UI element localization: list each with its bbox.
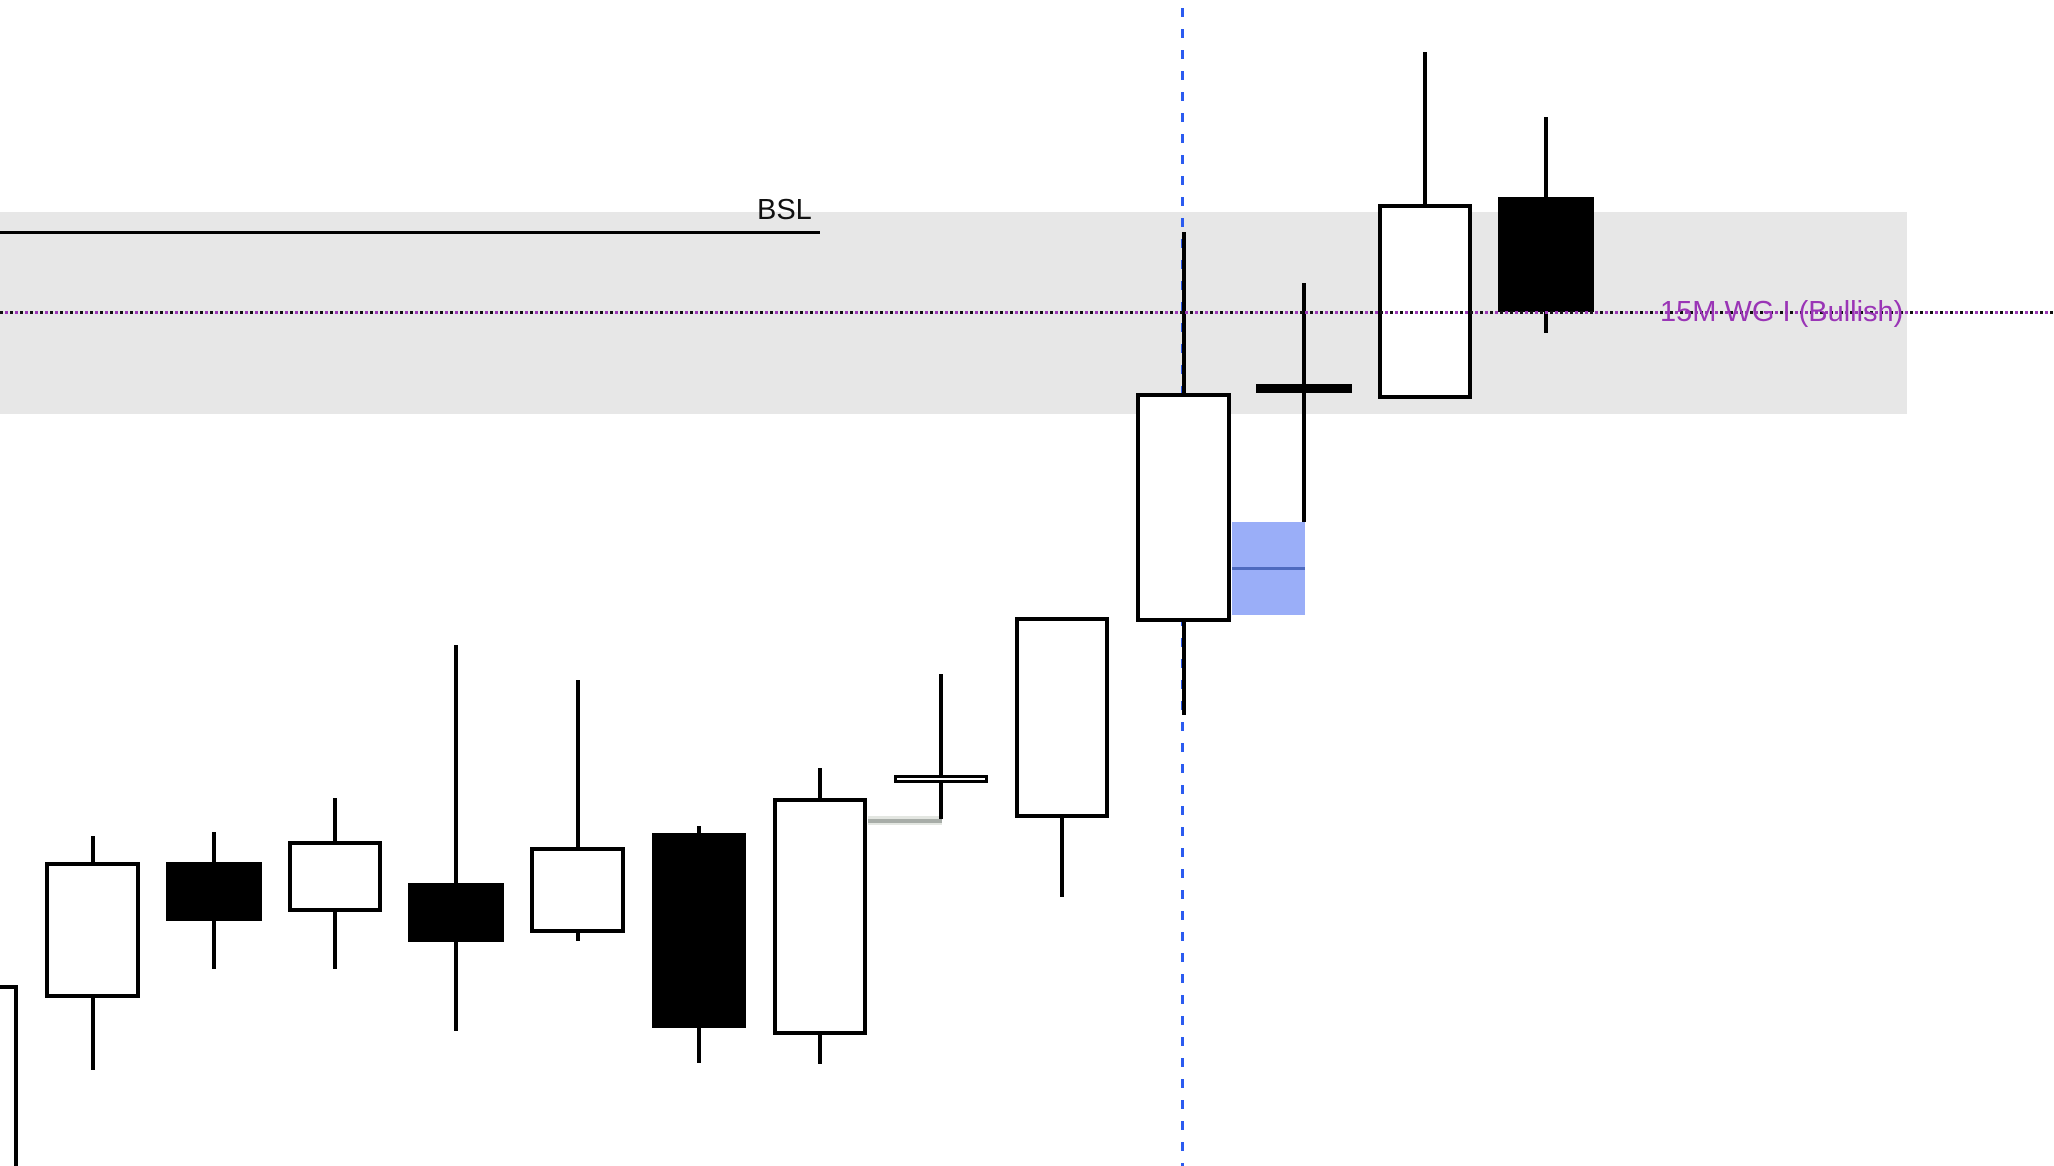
- candle-wick: [333, 798, 337, 841]
- candle-body: [0, 985, 18, 1166]
- equal-low-band-core: [868, 819, 942, 823]
- candle-wick: [454, 942, 458, 1031]
- candle-wick: [1544, 312, 1548, 333]
- equal-low-band[interactable]: [868, 816, 942, 825]
- candle-body: [1015, 617, 1109, 818]
- candle-body: [773, 798, 867, 1035]
- candle-body: [894, 775, 988, 783]
- bsl-label[interactable]: BSL: [757, 194, 812, 226]
- bsl-liquidity-line[interactable]: [0, 231, 820, 234]
- candle-body: [530, 847, 625, 933]
- candle-body: [288, 841, 382, 912]
- candle-wick: [212, 921, 216, 969]
- wg-level-label[interactable]: 15M WG I (Bullish): [1660, 296, 1904, 328]
- candle-wick: [454, 645, 458, 883]
- candle-wick: [91, 836, 95, 862]
- candle-wick: [818, 1035, 822, 1064]
- candle-body: [408, 883, 504, 942]
- candle-body: [1378, 204, 1472, 399]
- consequent-encroachment-box[interactable]: [1232, 522, 1305, 615]
- candle-wick: [818, 768, 822, 798]
- candle-wick: [576, 933, 580, 941]
- wg-level-dotted-line[interactable]: [0, 311, 2054, 314]
- candle-wick: [1182, 622, 1186, 715]
- candle-wick: [939, 674, 943, 775]
- candle-wick: [1302, 283, 1306, 384]
- candle-wick: [212, 832, 216, 862]
- candle-body: [166, 862, 262, 921]
- candle-body: [1256, 384, 1352, 393]
- candle-body: [1498, 197, 1594, 312]
- candle-body: [45, 862, 140, 998]
- candle-wick: [1302, 393, 1306, 522]
- candle-wick: [939, 783, 943, 819]
- consequent-encroachment-midline: [1232, 567, 1305, 570]
- candle-wick: [1423, 52, 1427, 204]
- candle-wick: [1060, 818, 1064, 897]
- candle-body: [1136, 393, 1231, 622]
- candle-wick: [1544, 117, 1548, 197]
- candle-wick: [333, 912, 337, 969]
- candle-wick: [697, 826, 701, 833]
- candle-wick: [576, 680, 580, 847]
- candle-body: [652, 833, 746, 1028]
- candle-wick: [697, 1028, 701, 1063]
- candle-wick: [91, 998, 95, 1070]
